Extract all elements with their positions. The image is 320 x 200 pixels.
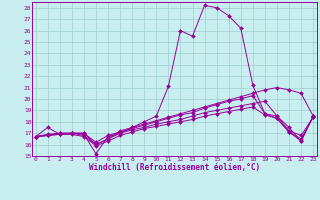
X-axis label: Windchill (Refroidissement éolien,°C): Windchill (Refroidissement éolien,°C) — [89, 163, 260, 172]
